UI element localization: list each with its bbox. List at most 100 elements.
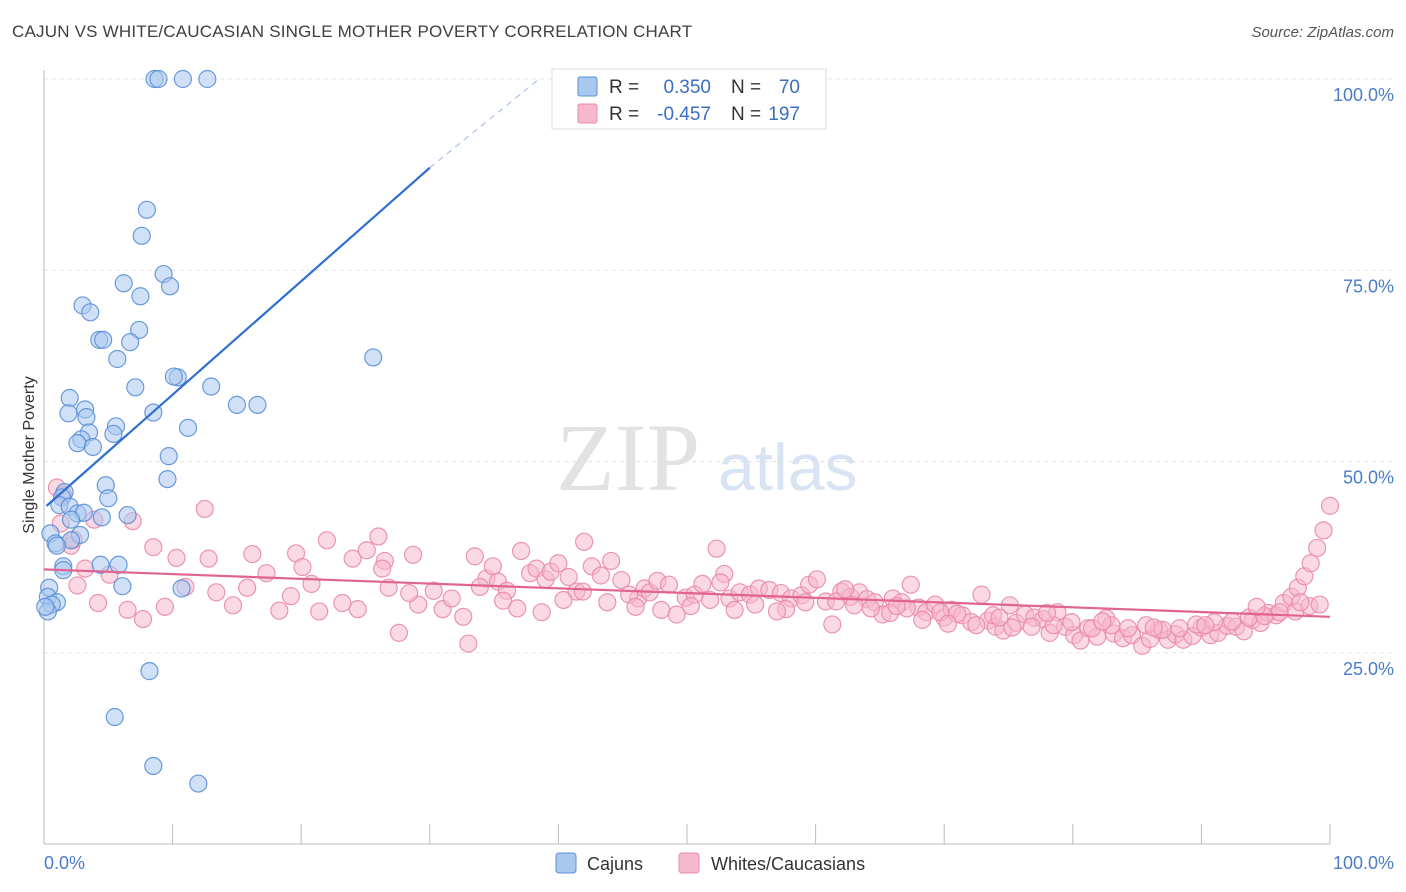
white-point [1291,593,1310,612]
cajun-trend-extension [429,78,540,169]
white-point [725,600,744,620]
white-point [701,590,720,610]
white-point [76,559,95,578]
white-point [243,544,262,564]
watermark-atlas: atlas [718,430,857,504]
white-point [257,564,276,583]
white-point [144,538,163,557]
bottom-legend-swatch-cajuns [555,852,577,874]
white-point [195,499,214,519]
bottom-legend: Cajuns Whites/Caucasians [555,852,865,874]
white-point [575,532,594,551]
cajun-point [114,274,133,293]
white-point [400,583,419,603]
source-label: Source: ZipAtlas.com [1251,24,1394,41]
cajun-point [160,277,180,296]
white-point [348,600,367,619]
legend-swatch-white [577,103,598,124]
cajun-point [198,69,217,89]
white-point [373,559,392,578]
x-axis-ticks [43,824,1331,844]
cajun-point [164,367,183,386]
cajun-point [105,707,124,727]
white-point [1270,603,1289,622]
white-point [459,634,478,653]
cajun-point [364,348,383,367]
white-point [1314,521,1333,540]
cajun-point [149,69,168,89]
y-tick-label-25: 25.0% [1343,659,1394,679]
white-point [1196,616,1215,635]
white-point [465,547,484,566]
white-point [1247,597,1266,616]
cajun-point [113,577,132,596]
y-tick-label-50: 50.0% [1343,468,1394,488]
white-point [612,570,631,590]
white-point [470,577,490,597]
white-point [281,587,301,606]
y-axis-label: Single Mother Poverty [21,376,38,533]
white-point [532,603,551,622]
white-point [155,597,174,616]
legend-n-label-cajun: N = [731,77,761,98]
cajun-point [172,579,191,598]
white-point [310,602,329,621]
cajun-point [137,200,156,219]
cajun-point [158,469,177,489]
white-point [1003,618,1022,637]
white-point [602,551,621,571]
cajun-point [118,505,137,525]
white-point [238,578,257,597]
white-point [652,600,671,620]
white-point [483,557,502,576]
cajun-point [99,489,118,508]
legend-r-value-cajun: 0.350 [663,77,711,98]
legend-r-label-cajun: R = [609,77,639,98]
white-point [707,539,726,558]
white-point [424,581,443,600]
white-point [88,593,108,613]
white-point [68,576,87,595]
legend-r-label-white: R = [609,104,639,125]
cajun-point [60,388,79,408]
white-point [823,615,842,634]
white-point [454,607,473,626]
white-point [626,597,645,616]
cajun-point [227,395,246,414]
white-point [1144,618,1163,637]
bottom-legend-label-whites: Whites/Caucasians [711,854,865,874]
cajun-point [248,395,267,414]
cajun-point [131,287,150,306]
white-point [167,548,186,567]
white-point [554,590,573,610]
white-point [1118,619,1138,638]
cajun-point [132,226,151,245]
white-point [343,549,362,568]
cajun-trend-line [45,166,431,507]
y-tick-labels: 25.0% 50.0% 75.0% 100.0% [1333,85,1394,679]
white-point [1223,612,1242,631]
white-point [118,600,137,620]
white-point [369,527,388,546]
white-point [207,583,226,602]
white-point [573,582,592,601]
white-point [1022,617,1041,636]
white-point [711,573,730,592]
cajun-point [61,510,81,529]
chart-title: CAJUN VS WHITE/CAUCASIAN SINGLE MOTHER P… [12,22,693,41]
cajun-point [92,508,111,527]
white-point [1308,538,1327,558]
white-point [1301,554,1320,573]
white-point [990,608,1009,627]
white-point [559,567,578,587]
white-point [1037,603,1057,623]
legend-n-value-white: 197 [768,104,800,125]
legend-swatch-cajun [577,76,598,97]
trend-lines [43,78,1331,618]
white-point [901,575,920,594]
cajun-point [68,434,87,453]
white-point [967,616,986,635]
white-point [293,557,312,577]
legend-n-label-white: N = [731,104,761,125]
